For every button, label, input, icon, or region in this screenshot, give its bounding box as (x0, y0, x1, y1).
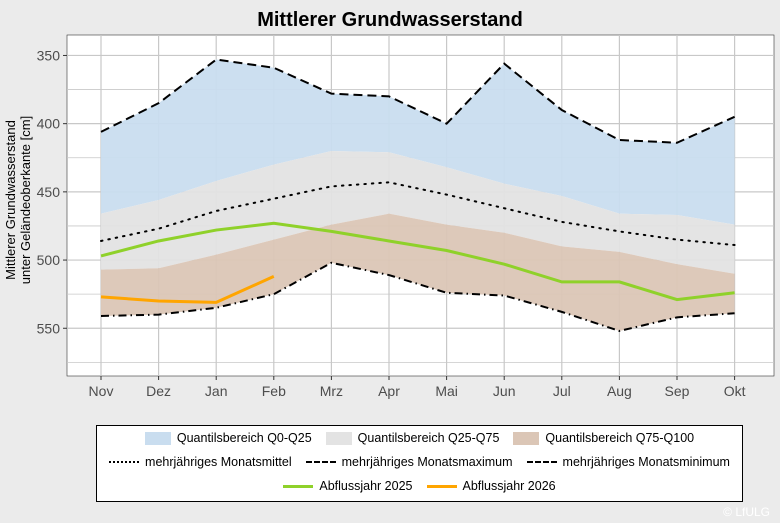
series-line (100, 261, 735, 333)
y-tick-label: 550 (37, 320, 61, 336)
legend-label: mehrjähriges Monatsmittel (145, 455, 292, 469)
x-tick-label: Mai (435, 383, 458, 399)
y-tick-label: 400 (37, 116, 61, 132)
legend-label: Abflussjahr 2025 (319, 479, 413, 493)
legend-line (283, 484, 314, 488)
legend-label: mehrjähriges Monatsminimum (562, 455, 730, 469)
band-Quantilsbereich Q75-Q100 (101, 213, 735, 331)
series-line (100, 275, 275, 304)
x-tick-label: Jul (553, 383, 571, 399)
copyright: © LfULG (723, 505, 770, 519)
legend-item: Quantilsbereich Q75-Q100 (513, 431, 694, 445)
legend-item: Quantilsbereich Q0-Q25 (144, 431, 312, 445)
legend-item: Abflussjahr 2026 (426, 479, 556, 493)
legend-line (305, 461, 336, 463)
legend-swatch (513, 431, 540, 445)
legend-line (426, 484, 457, 488)
legend-label: mehrjähriges Monatsmaximum (341, 455, 513, 469)
x-tick-label: Apr (378, 383, 400, 399)
x-tick-label: Feb (262, 383, 286, 399)
x-tick-label: Sep (665, 383, 690, 399)
legend: Quantilsbereich Q0-Q25 Quantilsbereich Q2… (96, 425, 743, 502)
chart-title: Mittlerer Grundwasserstand (257, 9, 523, 31)
y-tick-label: 350 (37, 47, 61, 63)
x-tick-label: Okt (724, 383, 746, 399)
series-line (100, 181, 736, 247)
legend-item: mehrjähriges Monatsminimum (526, 455, 730, 469)
y-tick-label: 450 (37, 184, 61, 200)
legend-swatch (144, 431, 171, 445)
x-tick-label: Nov (89, 383, 114, 399)
x-tick-label: Mrz (320, 383, 343, 399)
legend-line (109, 461, 140, 463)
legend-label: Quantilsbereich Q0-Q25 (176, 431, 312, 445)
band-Quantilsbereich Q0-Q25 (101, 59, 735, 225)
y-tick-label: 500 (37, 252, 61, 268)
legend-item: mehrjähriges Monatsmittel (109, 455, 292, 469)
legend-swatch (325, 431, 352, 445)
band-Quantilsbereich Q25-Q75 (101, 150, 735, 274)
legend-item: Quantilsbereich Q25-Q75 (325, 431, 500, 445)
x-tick-label: Jan (205, 383, 228, 399)
legend-label: Abflussjahr 2026 (462, 479, 556, 493)
legend-label: Quantilsbereich Q75-Q100 (545, 431, 695, 445)
legend-item: mehrjähriges Monatsmaximum (305, 455, 513, 469)
x-tick-label: Dez (146, 383, 171, 399)
x-tick-label: Aug (607, 383, 632, 399)
legend-label: Quantilsbereich Q25-Q75 (357, 431, 500, 445)
legend-line (526, 461, 557, 463)
series-line (100, 221, 735, 302)
x-tick-label: Jun (493, 383, 516, 399)
legend-item: Abflussjahr 2025 (283, 479, 413, 493)
